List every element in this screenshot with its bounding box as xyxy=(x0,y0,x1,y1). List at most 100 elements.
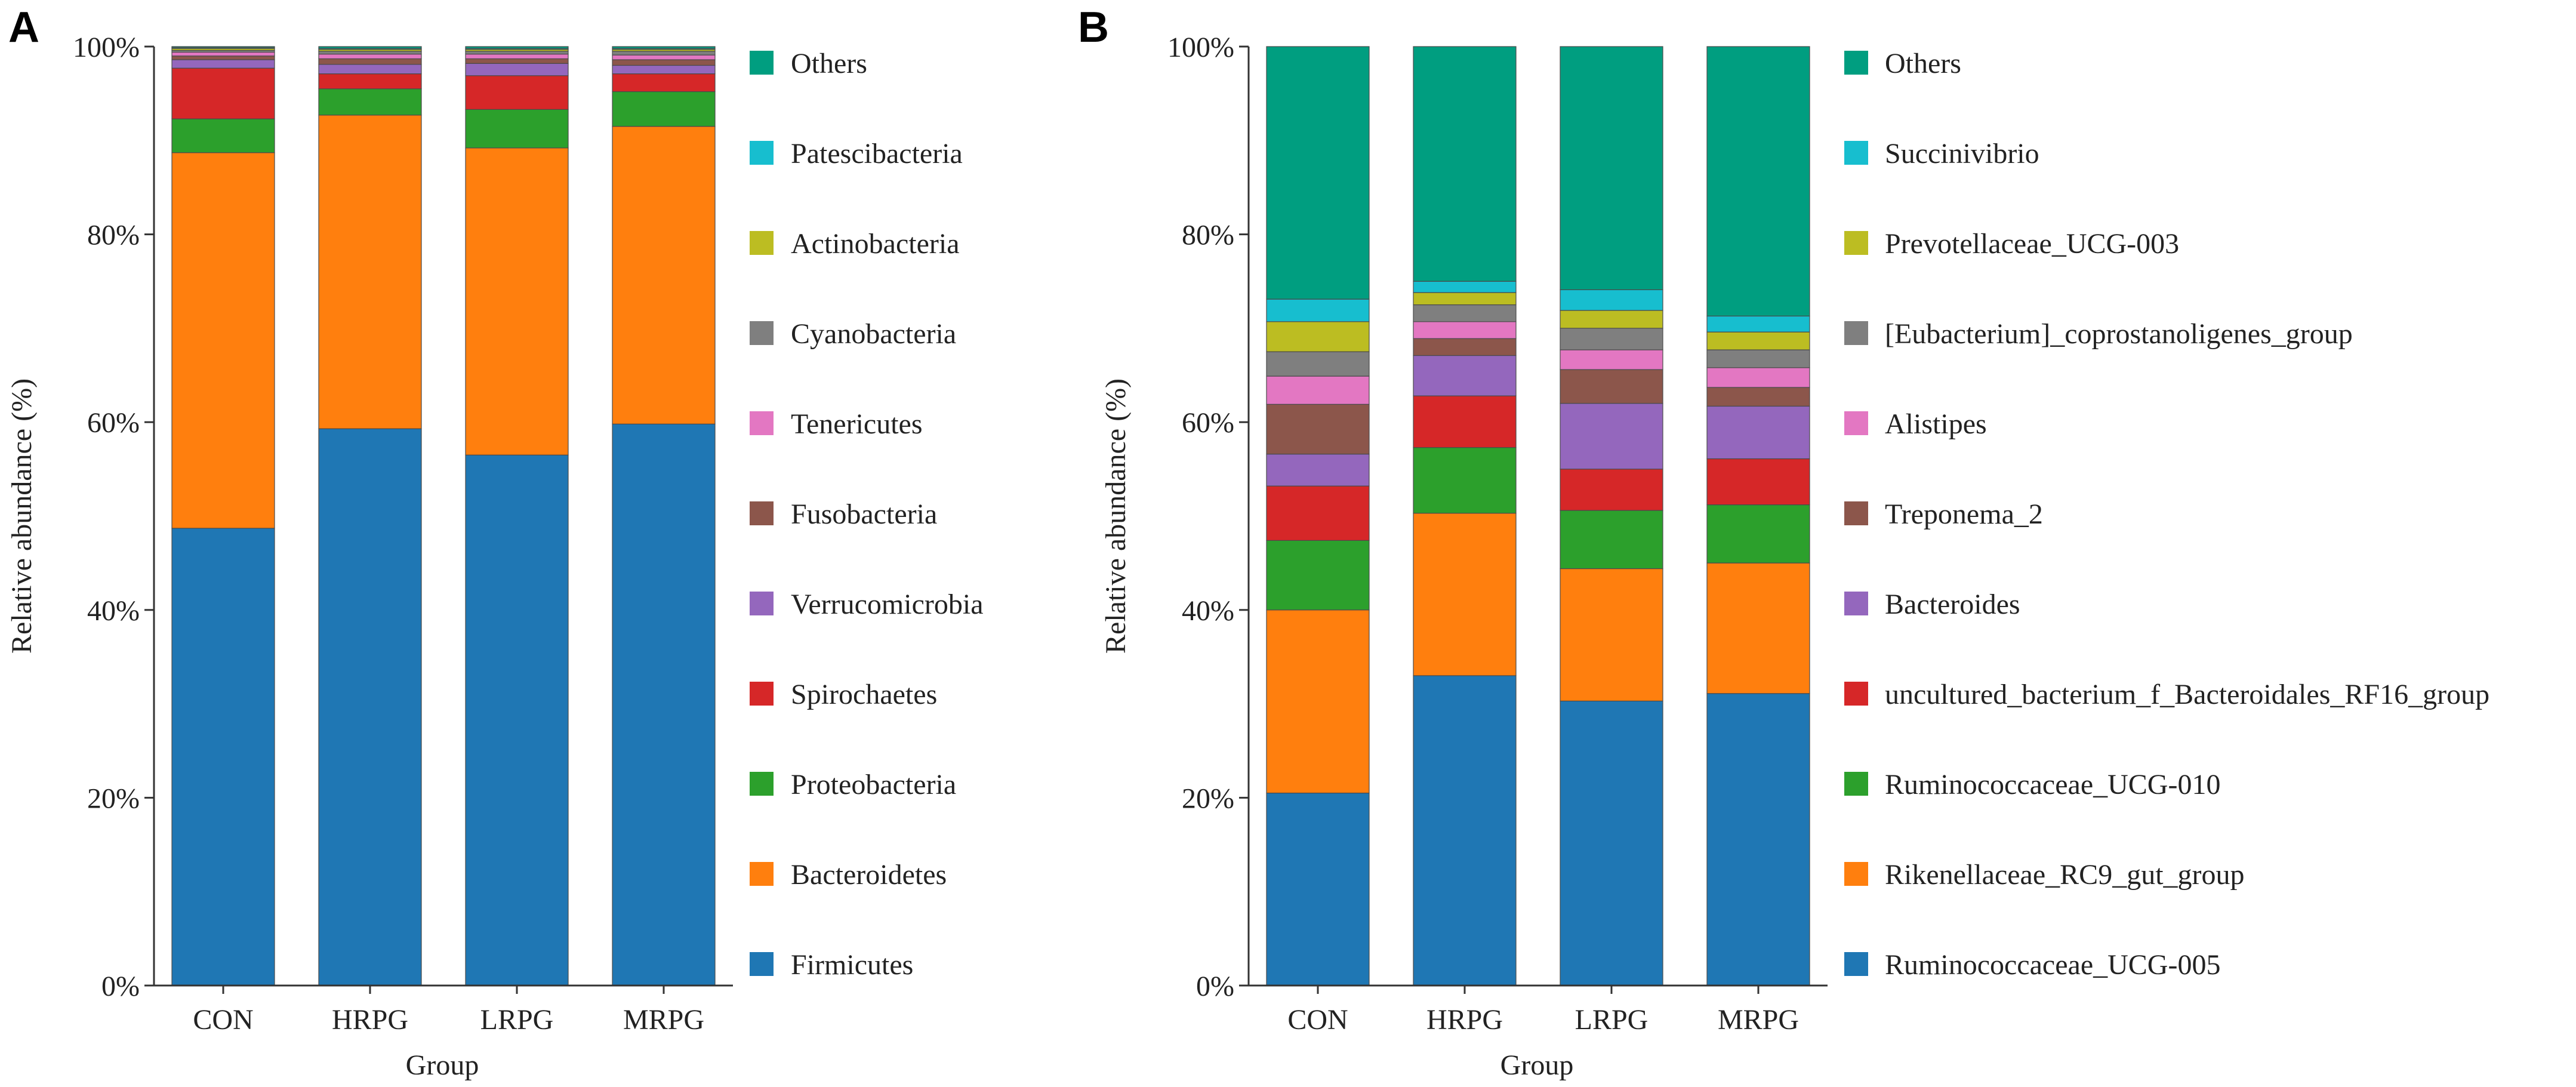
x-axis-label: Group xyxy=(1500,1049,1574,1081)
legend-item-firmicutes: Firmicutes xyxy=(750,949,913,981)
bar-segment-hrpg-prevotellaceae-ucg-003 xyxy=(1413,292,1517,306)
bar-segment-con-alistipes xyxy=(1266,375,1370,405)
bar-segment-lrpg-alistipes xyxy=(1560,349,1663,370)
legend-label: Others xyxy=(791,48,867,79)
legend-swatch xyxy=(1844,141,1868,165)
bar-segment-lrpg-prevotellaceae-ucg-003 xyxy=(1560,310,1663,329)
y-tick-label: 80% xyxy=(87,220,140,251)
legend-item-tenericutes: Tenericutes xyxy=(750,408,923,440)
legend-swatch xyxy=(750,231,774,255)
legend-label: Others xyxy=(1885,48,1961,79)
bar-group-hrpg xyxy=(318,46,422,986)
bar-segment-lrpg-proteobacteria xyxy=(465,109,569,149)
legend-item-prevotellaceae-ucg-003: Prevotellaceae_UCG-003 xyxy=(1844,228,2179,260)
legend-swatch xyxy=(1844,51,1868,75)
legend-label: Succinivibrio xyxy=(1885,138,2039,170)
bar-segment-mrpg-tenericutes xyxy=(612,54,716,60)
bar-group-con xyxy=(171,46,275,986)
panel-a: A 0% 20% 40% 60% 80% 100% Relative abundance (%… xyxy=(6,4,984,1081)
bar-segment-lrpg-tenericutes xyxy=(465,53,569,60)
legend-item-verrucomicrobia: Verrucomicrobia xyxy=(750,589,984,620)
legend-label: Alistipes xyxy=(1885,408,1987,440)
bar-segment-hrpg-rikenellaceae-rc9-gut-group xyxy=(1413,513,1517,676)
bar-segment-hrpg-ruminococcaceae-ucg-005 xyxy=(1413,675,1517,986)
legend-item-patescibacteria: Patescibacteria xyxy=(750,138,963,170)
bar-group-hrpg xyxy=(1413,46,1517,986)
bar-segment-mrpg-ruminococcaceae-ucg-010 xyxy=(1706,504,1810,563)
bar-segment-lrpg-rikenellaceae-rc9-gut-group xyxy=(1560,568,1663,701)
bar-segment-mrpg-eubacterium-coprostanoligenes-group xyxy=(1706,349,1810,368)
legend-label: Tenericutes xyxy=(791,408,923,440)
bar-segment-mrpg-firmicutes xyxy=(612,423,716,986)
bar-segment-con-firmicutes xyxy=(171,528,275,986)
bar-group-con xyxy=(1266,46,1370,986)
bar-segment-con-others xyxy=(1266,46,1370,300)
x-axis-label: Group xyxy=(406,1049,479,1081)
bar-segment-hrpg-uncultured-bacterium-f-bacteroidales-rf16-group xyxy=(1413,395,1517,448)
bar-segment-hrpg-alistipes xyxy=(1413,321,1517,339)
legend-label: Treponema_2 xyxy=(1885,498,2043,530)
bar-group-mrpg xyxy=(612,46,716,986)
bar-segment-mrpg-bacteroides xyxy=(1706,405,1810,460)
bar-segment-mrpg-others xyxy=(1706,46,1810,317)
legend-item-spirochaetes: Spirochaetes xyxy=(750,679,937,710)
bar-segment-lrpg-treponema-2 xyxy=(1560,369,1663,404)
legend-item-treponema-2: Treponema_2 xyxy=(1844,498,2043,530)
legend: Others Patescibacteria Actinobacteria Cyano… xyxy=(750,48,984,981)
legend-label: Bacteroides xyxy=(1885,589,2020,620)
legend-swatch xyxy=(1844,772,1868,796)
legend-label: Cyanobacteria xyxy=(791,318,956,350)
bar-segment-mrpg-prevotellaceae-ucg-003 xyxy=(1706,331,1810,350)
bar-segment-hrpg-others xyxy=(1413,46,1517,282)
legend-item-eubacterium-coprostanoligenes-group: [Eubacterium]_coprostanoligenes_group xyxy=(1844,318,2353,350)
bar-segment-lrpg-fusobacteria xyxy=(465,58,569,64)
y-tick-label: 80% xyxy=(1182,220,1234,251)
legend-label: Ruminococcaceae_UCG-010 xyxy=(1885,769,2220,800)
bar-segment-mrpg-others xyxy=(612,46,716,49)
legend-swatch xyxy=(750,682,774,706)
legend-swatch xyxy=(750,772,774,796)
bar-segment-lrpg-eubacterium-coprostanoligenes-group xyxy=(1560,328,1663,350)
bar-segment-hrpg-others xyxy=(318,46,422,49)
x-tick-label: MRPG xyxy=(623,1004,704,1036)
bar-group-lrpg xyxy=(1560,46,1663,986)
bar-segment-con-uncultured-bacterium-f-bacteroidales-rf16-group xyxy=(1266,485,1370,541)
bar-segment-con-bacteroides xyxy=(1266,454,1370,486)
bar-segment-lrpg-ruminococcaceae-ucg-005 xyxy=(1560,700,1663,986)
y-tick-label: 20% xyxy=(1182,783,1234,814)
legend-label: Firmicutes xyxy=(791,949,913,981)
bar-segment-mrpg-fusobacteria xyxy=(612,59,716,66)
bar-segment-mrpg-spirochaetes xyxy=(612,73,716,93)
y-tick-label: 100% xyxy=(73,32,140,63)
legend-swatch xyxy=(1844,231,1868,255)
legend-label: Proteobacteria xyxy=(791,769,956,800)
legend-label: Fusobacteria xyxy=(791,498,937,530)
bar-segment-lrpg-bacteroidetes xyxy=(465,147,569,455)
bar-segment-mrpg-proteobacteria xyxy=(612,91,716,127)
bar-segment-lrpg-uncultured-bacterium-f-bacteroidales-rf16-group xyxy=(1560,469,1663,511)
legend-swatch xyxy=(750,411,774,435)
legend-item-succinivibrio: Succinivibrio xyxy=(1844,138,2039,170)
bar-group-mrpg xyxy=(1706,46,1810,986)
legend-label: uncultured_bacterium_f_Bacteroidales_RF1… xyxy=(1885,679,2489,710)
bar-segment-lrpg-bacteroides xyxy=(1560,403,1663,470)
bar-segment-hrpg-verrucomicrobia xyxy=(318,64,422,75)
bar-segment-lrpg-others xyxy=(1560,46,1663,291)
bar-segment-con-tenericutes xyxy=(171,51,275,57)
legend-item-cyanobacteria: Cyanobacteria xyxy=(750,318,956,350)
legend-item-rikenellaceae-rc9-gut-group: Rikenellaceae_RC9_gut_group xyxy=(1844,859,2245,891)
bar-segment-hrpg-ruminococcaceae-ucg-010 xyxy=(1413,447,1517,514)
legend-item-others: Others xyxy=(1844,48,1961,79)
y-tick-label: 40% xyxy=(87,595,140,627)
legend-label: Actinobacteria xyxy=(791,228,960,260)
bar-segment-lrpg-ruminococcaceae-ucg-010 xyxy=(1560,510,1663,569)
legend-label: Patescibacteria xyxy=(791,138,963,170)
bar-segment-mrpg-treponema-2 xyxy=(1706,387,1810,407)
legend-swatch xyxy=(750,501,774,525)
bar-segment-hrpg-eubacterium-coprostanoligenes-group xyxy=(1413,304,1517,322)
y-tick-label: 0% xyxy=(1196,971,1234,1002)
bar-segment-hrpg-spirochaetes xyxy=(318,73,422,90)
y-axis-label: Relative abundance (%) xyxy=(6,378,38,654)
x-tick-label: CON xyxy=(193,1004,253,1036)
y-tick-label: 20% xyxy=(87,783,140,814)
